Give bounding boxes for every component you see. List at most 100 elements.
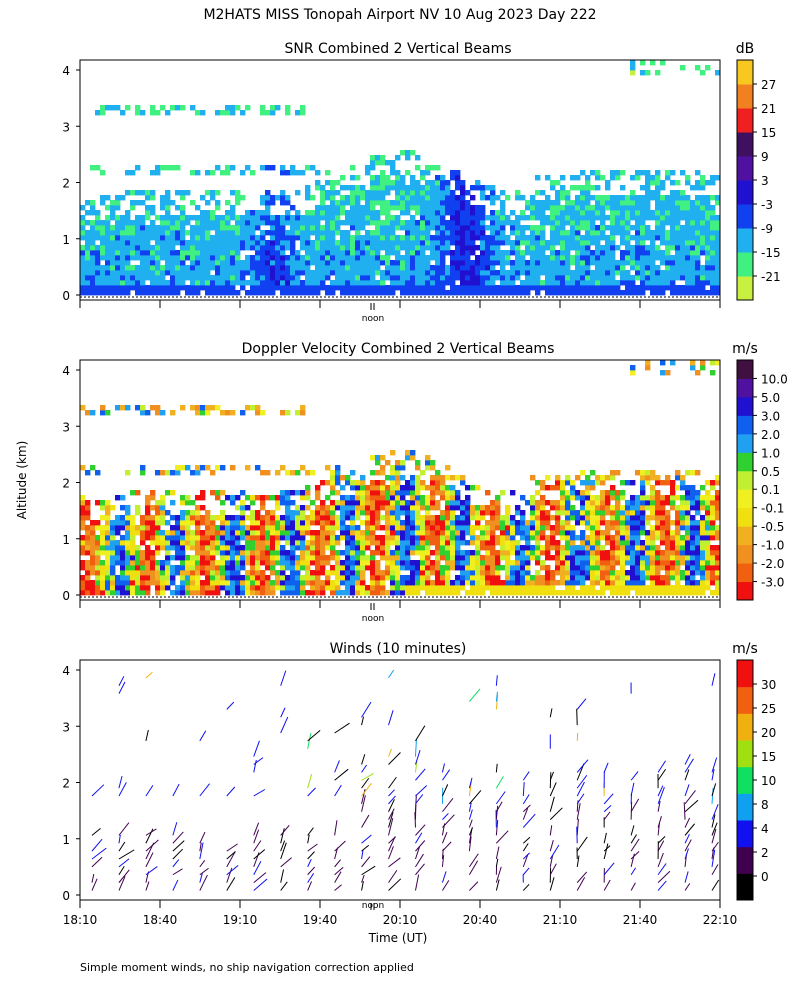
heatmap-cell [620, 235, 626, 241]
heatmap-cell [280, 255, 286, 261]
heatmap-cell [335, 575, 341, 581]
heatmap-cell [150, 170, 156, 176]
heatmap-cell [615, 575, 621, 581]
heatmap-cell [390, 490, 396, 496]
heatmap-cell [595, 170, 601, 176]
heatmap-cell [390, 590, 396, 596]
heatmap-cell [675, 275, 681, 281]
heatmap-cell [360, 250, 366, 256]
heatmap-cell [635, 500, 641, 506]
heatmap-cell [455, 540, 461, 546]
heatmap-cell [95, 470, 101, 476]
heatmap-cell [140, 465, 146, 471]
heatmap-cell [595, 270, 601, 276]
heatmap-cell [170, 240, 176, 246]
heatmap-cell [130, 230, 136, 236]
heatmap-cell [635, 230, 641, 236]
heatmap-cell [145, 245, 151, 251]
heatmap-cell [320, 250, 326, 256]
heatmap-cell [110, 555, 116, 561]
heatmap-cell [220, 570, 226, 576]
heatmap-cell [640, 550, 646, 556]
heatmap-cell [380, 260, 386, 266]
heatmap-cell [410, 265, 416, 271]
heatmap-cell [125, 515, 131, 521]
heatmap-cell [530, 200, 536, 206]
heatmap-cell [535, 480, 541, 486]
heatmap-cell [715, 70, 721, 76]
heatmap-cell [260, 235, 266, 241]
heatmap-cell [225, 580, 231, 586]
heatmap-cell [430, 580, 436, 586]
heatmap-cell [425, 560, 431, 566]
heatmap-cell [355, 515, 361, 521]
heatmap-cell [435, 230, 441, 236]
heatmap-cell [530, 535, 536, 541]
heatmap-cell [555, 580, 561, 586]
heatmap-cell [540, 240, 546, 246]
heatmap-cell [155, 290, 161, 296]
heatmap-cell [255, 560, 261, 566]
heatmap-cell [665, 220, 671, 226]
heatmap-cell [620, 575, 626, 581]
heatmap-cell [525, 530, 531, 536]
heatmap-cell [675, 570, 681, 576]
heatmap-cell [440, 210, 446, 216]
heatmap-cell [565, 550, 571, 556]
heatmap-cell [460, 480, 466, 486]
heatmap-cell [360, 210, 366, 216]
heatmap-cell [500, 255, 506, 261]
heatmap-cell [270, 230, 276, 236]
heatmap-cell [670, 590, 676, 596]
heatmap-cell [685, 240, 691, 246]
heatmap-cell [290, 250, 296, 256]
heatmap-cell [80, 255, 86, 261]
heatmap-cell [145, 195, 151, 201]
heatmap-cell [110, 240, 116, 246]
heatmap-cell [250, 290, 256, 296]
heatmap-cell [280, 585, 286, 591]
heatmap-cell [420, 185, 426, 191]
heatmap-cell [605, 215, 611, 221]
heatmap-cell [345, 475, 351, 481]
heatmap-cell [710, 175, 716, 181]
heatmap-cell [550, 585, 556, 591]
heatmap-cell [195, 495, 201, 501]
heatmap-cell [145, 285, 151, 291]
heatmap-cell [455, 575, 461, 581]
heatmap-cell [360, 535, 366, 541]
heatmap-cell [140, 560, 146, 566]
heatmap-cell [675, 535, 681, 541]
heatmap-cell [445, 495, 451, 501]
heatmap-cell [435, 285, 441, 291]
heatmap-cell [300, 215, 306, 221]
heatmap-cell [560, 225, 566, 231]
heatmap-cell [300, 270, 306, 276]
heatmap-cell [285, 255, 291, 261]
heatmap-cell [145, 510, 151, 516]
heatmap-cell [530, 225, 536, 231]
heatmap-cell [715, 235, 721, 241]
heatmap-cell [195, 255, 201, 261]
heatmap-cell [145, 515, 151, 521]
heatmap-cell [685, 175, 691, 181]
heatmap-cell [315, 285, 321, 291]
heatmap-cell [575, 245, 581, 251]
heatmap-cell [305, 495, 311, 501]
heatmap-cell [585, 280, 591, 286]
heatmap-cell [220, 545, 226, 551]
heatmap-cell [445, 225, 451, 231]
heatmap-cell [375, 225, 381, 231]
heatmap-cell [660, 285, 666, 291]
heatmap-cell [200, 490, 206, 496]
heatmap-cell [470, 290, 476, 296]
heatmap-cell [160, 265, 166, 271]
heatmap-cell [300, 545, 306, 551]
heatmap-cell [645, 535, 651, 541]
heatmap-cell [610, 290, 616, 296]
heatmap-cell [230, 240, 236, 246]
heatmap-cell [590, 280, 596, 286]
heatmap-cell [330, 505, 336, 511]
heatmap-cell [455, 225, 461, 231]
heatmap-cell [510, 545, 516, 551]
